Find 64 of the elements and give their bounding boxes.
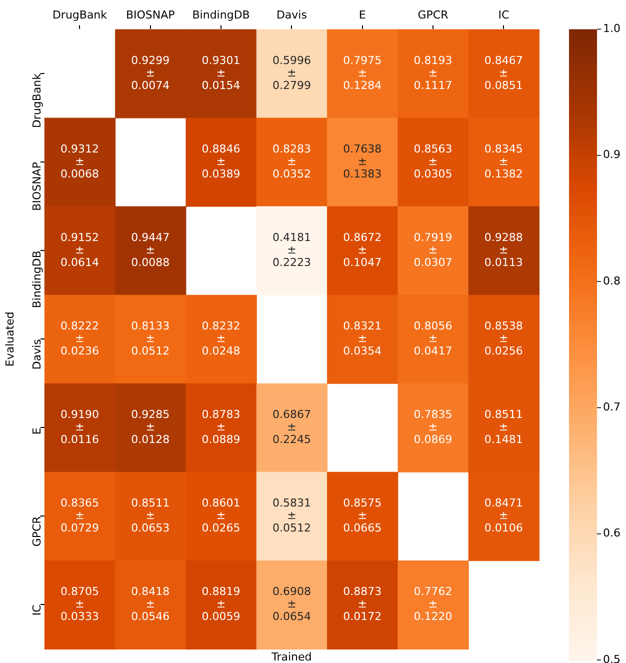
data-label: 0.9301 ± 0.0154 <box>202 54 240 92</box>
y-tick-label: Davis <box>30 338 44 370</box>
y-tick-label: DrugBank <box>30 72 44 128</box>
data-label: 0.8133 ± 0.0512 <box>131 319 170 358</box>
color-bar-label: 0.6 <box>603 526 620 540</box>
x-tick-label: E <box>358 8 366 22</box>
data-label: 0.7762 ± 0.1220 <box>414 585 452 624</box>
color-bar-label: 0.7 <box>603 400 620 414</box>
color-bar-label: 0.5 <box>603 652 620 663</box>
x-tick-label: BIOSNAP <box>126 8 176 22</box>
data-label: 0.8705 ± 0.0333 <box>60 585 99 624</box>
data-label: 0.8345 ± 0.1382 <box>484 142 523 180</box>
data-label: 0.7975 ± 0.1284 <box>343 54 382 92</box>
data-label: 0.9312 ± 0.0068 <box>60 142 99 180</box>
y-tick-label: BindingDB <box>30 250 44 308</box>
data-label: 0.8538 ± 0.0256 <box>484 319 523 358</box>
data-label: 0.8601 ± 0.0265 <box>202 496 240 535</box>
y-tick-label: BIOSNAP <box>30 162 44 211</box>
data-label: 0.9190 ± 0.0116 <box>60 408 99 446</box>
data-label: 0.8575 ± 0.0665 <box>343 496 382 535</box>
data-label: 0.8418 ± 0.0546 <box>131 585 170 624</box>
y-axis-title: Evaluated <box>3 312 16 367</box>
data-label: 0.8365 ± 0.0729 <box>60 496 99 535</box>
data-label: 0.7638 ± 0.1383 <box>343 142 382 180</box>
data-label: 0.8471 ± 0.0106 <box>484 496 523 535</box>
data-label: 0.8321 ± 0.0354 <box>343 319 382 358</box>
data-label: 0.8846 ± 0.0389 <box>202 142 240 180</box>
data-label: 0.9152 ± 0.0614 <box>60 230 99 269</box>
data-label: 0.6908 ± 0.0654 <box>272 585 311 624</box>
y-tick-label: GPCR <box>30 516 44 547</box>
data-label: 0.8819 ± 0.0059 <box>202 585 240 624</box>
data-label: 0.4181 ± 0.2223 <box>272 230 311 269</box>
data-label: 0.9447 ± 0.0088 <box>131 230 170 269</box>
data-label: 0.8222 ± 0.0236 <box>60 319 99 358</box>
data-label: 0.7835 ± 0.0869 <box>414 408 452 446</box>
x-axis-title: Trained <box>270 650 312 663</box>
data-label: 0.9285 ± 0.0128 <box>131 408 170 446</box>
x-tick-label: GPCR <box>418 8 449 22</box>
x-tick-label: IC <box>498 8 510 22</box>
color-bar-label: 1.0 <box>603 22 620 36</box>
data-label: 0.9288 ± 0.0113 <box>484 230 523 269</box>
data-label: 0.8467 ± 0.0851 <box>484 54 523 92</box>
y-tick-label: E <box>30 428 44 435</box>
data-label: 0.8283 ± 0.0352 <box>272 142 311 180</box>
data-label: 0.5996 ± 0.2799 <box>272 54 311 92</box>
data-label: 0.7919 ± 0.0307 <box>414 230 452 269</box>
data-label: 0.8672 ± 0.1047 <box>343 230 382 269</box>
data-label: 0.8563 ± 0.0305 <box>414 142 452 180</box>
data-label: 0.8783 ± 0.0889 <box>202 408 240 446</box>
data-label: 0.8873 ± 0.0172 <box>343 585 382 624</box>
data-label: 0.8056 ± 0.0417 <box>414 319 452 358</box>
data-label: 0.8232 ± 0.0248 <box>202 319 240 358</box>
x-tick-label: BindingDB <box>192 8 250 22</box>
y-tick-label: IC <box>30 604 44 616</box>
color-bar-label: 0.8 <box>603 274 620 288</box>
data-label: 0.6867 ± 0.2245 <box>272 408 311 446</box>
x-tick-label: DrugBank <box>52 8 108 22</box>
data-label: 0.8193 ± 0.1117 <box>414 54 452 92</box>
data-label: 0.9299 ± 0.0074 <box>131 54 170 92</box>
x-tick-label: Davis <box>276 8 308 22</box>
color-bar-label: 0.9 <box>603 148 620 162</box>
data-label: 0.5831 ± 0.0512 <box>272 496 311 535</box>
data-label: 0.8511 ± 0.0653 <box>131 496 170 535</box>
data-label: 0.8511 ± 0.1481 <box>484 408 523 446</box>
